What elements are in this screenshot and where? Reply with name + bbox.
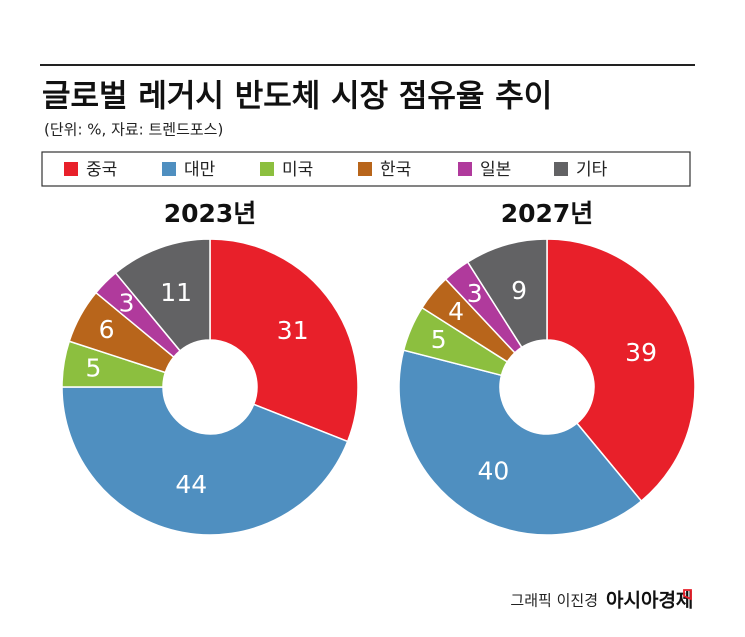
chart-title: 2023년	[164, 199, 257, 228]
legend-label: 미국	[282, 160, 313, 180]
legend-swatch	[64, 162, 78, 176]
subtitle: (단위: %, 자료: 트렌드포스)	[44, 121, 223, 139]
donut-segment	[546, 238, 696, 503]
legend-label: 일본	[480, 160, 511, 180]
data-label: 39	[625, 338, 657, 367]
data-label: 5	[431, 325, 447, 354]
legend-swatch	[458, 162, 472, 176]
brand: 아시아경제	[606, 590, 693, 612]
donut-segment	[61, 386, 349, 536]
data-label: 3	[119, 289, 135, 318]
donut-segment	[466, 238, 548, 349]
donut-segment	[398, 349, 643, 536]
data-label: 40	[478, 456, 510, 485]
data-label: 9	[511, 276, 527, 305]
credit: 그래픽 이진경	[510, 592, 598, 610]
data-label: 31	[277, 316, 309, 345]
brand-mark	[683, 589, 692, 601]
data-label: 11	[160, 278, 192, 307]
legend-swatch	[554, 162, 568, 176]
legend-label: 중국	[86, 160, 117, 180]
legend-box	[41, 151, 691, 187]
donut-segment	[114, 238, 211, 352]
chart-title: 2027년	[501, 199, 594, 228]
legend-swatch	[358, 162, 372, 176]
data-label: 3	[467, 279, 483, 308]
legend: 중국 대만 미국 한국 일본 기타	[64, 160, 608, 180]
donut-segment	[209, 238, 359, 443]
legend-swatch	[162, 162, 176, 176]
data-label: 5	[85, 354, 101, 383]
data-label: 4	[448, 297, 464, 326]
legend-swatch	[260, 162, 274, 176]
data-label: 6	[99, 315, 115, 344]
title: 글로벌 레거시 반도체 시장 점유율 추이	[42, 79, 552, 115]
data-label: 44	[175, 470, 207, 499]
legend-label: 한국	[380, 160, 411, 180]
legend-label: 기타	[576, 160, 608, 180]
legend-label: 대만	[184, 160, 216, 180]
